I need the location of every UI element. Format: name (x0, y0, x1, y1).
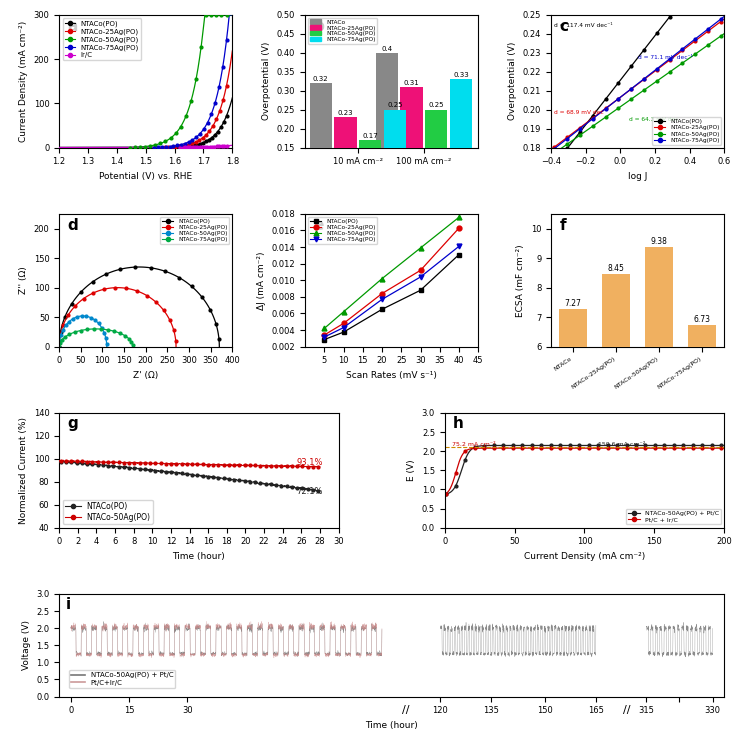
Text: //: // (401, 705, 409, 715)
Text: 75.2 mA cm⁻²: 75.2 mA cm⁻² (452, 442, 495, 448)
Y-axis label: E (V): E (V) (407, 459, 416, 481)
Legend: NTACo(PO), NTACo-25Ag(PO), NTACo-50Ag(PO), NTACo-75Ag(PO): NTACo(PO), NTACo-25Ag(PO), NTACo-50Ag(PO… (652, 117, 721, 144)
Legend: NTACo(PO), NTACo-50Ag(PO): NTACo(PO), NTACo-50Ag(PO) (63, 499, 153, 524)
Legend: NTACo, NTACo-25Ag(PO), NTACo-50Ag(PO), NTACo-75Ag(PO): NTACo, NTACo-25Ag(PO), NTACo-50Ag(PO), N… (308, 18, 378, 44)
Text: 0.23: 0.23 (338, 110, 353, 116)
Y-axis label: Current Density (mA cm⁻²): Current Density (mA cm⁻²) (19, 21, 28, 142)
Text: 9.38: 9.38 (651, 237, 667, 246)
Legend: NTACo(PO), NTACo-25Ag(PO), NTACo-50Ag(PO), NTACo-75Ag(PO), Ir/C: NTACo(PO), NTACo-25Ag(PO), NTACo-50Ag(PO… (63, 19, 141, 60)
Y-axis label: Z'' (Ω): Z'' (Ω) (19, 267, 28, 294)
Text: 8.45: 8.45 (607, 265, 624, 273)
Legend: NTACo(PO), NTACo-25Ag(PO), NTACo-50Ag(PO), NTACo-75Ag(PO): NTACo(PO), NTACo-25Ag(PO), NTACo-50Ag(PO… (160, 217, 229, 244)
Bar (375, 53, 398, 205)
Text: h: h (453, 416, 464, 431)
Y-axis label: Voltage (V): Voltage (V) (21, 620, 30, 671)
Bar (450, 79, 472, 205)
Bar (359, 140, 381, 205)
Text: f: f (559, 218, 566, 233)
Bar (645, 247, 673, 524)
Text: 0.25: 0.25 (387, 102, 403, 108)
Bar (334, 117, 357, 205)
Text: 0.25: 0.25 (429, 102, 444, 108)
Text: //: // (623, 705, 630, 715)
Text: c: c (559, 19, 569, 34)
Bar (310, 83, 332, 205)
Y-axis label: Overpotential (V): Overpotential (V) (262, 42, 271, 120)
Text: 0.4: 0.4 (381, 46, 392, 52)
Text: 93.1%: 93.1% (296, 458, 323, 467)
Text: d = 68.9 mV dec: d = 68.9 mV dec (554, 110, 604, 116)
Bar (602, 274, 630, 524)
Text: 0.17: 0.17 (362, 133, 378, 139)
Text: e: e (314, 218, 324, 233)
Text: d = 117.4 mV dec⁻¹: d = 117.4 mV dec⁻¹ (554, 23, 613, 28)
X-axis label: Time (hour): Time (hour) (365, 721, 418, 730)
X-axis label: Z' (Ω): Z' (Ω) (133, 371, 158, 380)
Text: d = 64.3 mV dec: d = 64.3 mV dec (629, 117, 678, 122)
Y-axis label: ECSA (mF cm⁻²): ECSA (mF cm⁻²) (517, 244, 525, 316)
Text: 0.32: 0.32 (313, 76, 329, 82)
Text: d = 71.1 mV dec⁻¹: d = 71.1 mV dec⁻¹ (638, 56, 692, 60)
Text: 7.27: 7.27 (565, 299, 582, 308)
X-axis label: Potential (V) vs. RHE: Potential (V) vs. RHE (99, 172, 192, 181)
Bar (688, 325, 716, 524)
Y-axis label: Overpotential (V): Overpotential (V) (508, 42, 517, 120)
Text: d: d (68, 218, 78, 233)
Y-axis label: Normalized Current (%): Normalized Current (%) (19, 416, 28, 524)
X-axis label: log J: log J (628, 172, 647, 181)
Text: g: g (67, 416, 78, 431)
Bar (425, 110, 447, 205)
Text: 6.73: 6.73 (694, 315, 711, 324)
Bar (401, 87, 423, 205)
Text: 72.1%: 72.1% (296, 487, 323, 496)
Text: i: i (66, 597, 71, 612)
Text: 0.33: 0.33 (453, 72, 469, 78)
Text: 0.31: 0.31 (403, 80, 419, 86)
Bar (559, 309, 587, 524)
X-axis label: Current Density (mA cm⁻²): Current Density (mA cm⁻²) (524, 552, 645, 561)
Text: b: b (314, 19, 324, 34)
Text: a: a (68, 19, 78, 34)
X-axis label: Scan Rates (mV s⁻¹): Scan Rates (mV s⁻¹) (347, 371, 437, 380)
Legend: NTACo-50Ag(PO) + Pt/C, Pt/C+Ir/C: NTACo-50Ag(PO) + Pt/C, Pt/C+Ir/C (69, 670, 175, 688)
Bar (384, 110, 406, 205)
X-axis label: Time (hour): Time (hour) (172, 552, 225, 561)
Legend: NTACo(PO), NTACo-25Ag(PO), NTACo-50Ag(PO), NTACo-75Ag(PO): NTACo(PO), NTACo-25Ag(PO), NTACo-50Ag(PO… (308, 217, 378, 244)
Legend: NTACo-50Ag(PO) + Pt/C, Pt/C + Ir/C: NTACo-50Ag(PO) + Pt/C, Pt/C + Ir/C (626, 509, 721, 525)
Y-axis label: ΔJ (mA cm⁻²): ΔJ (mA cm⁻²) (257, 251, 266, 310)
Text: 150.6 mA cm⁻²: 150.6 mA cm⁻² (599, 442, 646, 448)
